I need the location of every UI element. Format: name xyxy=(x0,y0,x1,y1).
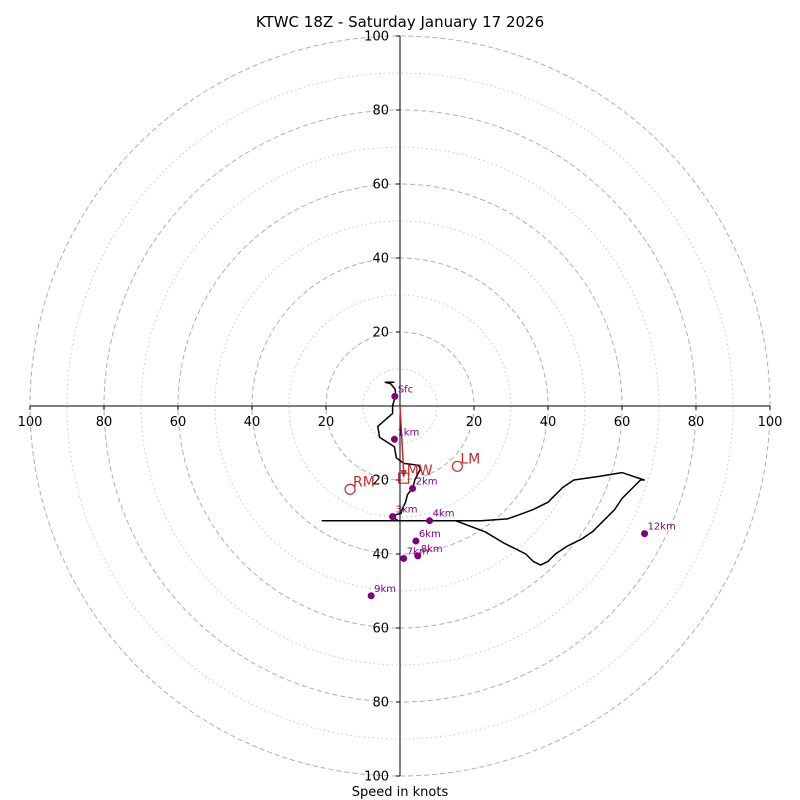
x-tick-label: 100 xyxy=(18,415,43,430)
x-axis-label: Speed in knots xyxy=(352,785,449,800)
height-label-6km: 6km xyxy=(419,529,441,540)
height-point-6km xyxy=(412,537,420,545)
chart-title: KTWC 18Z - Saturday January 17 2026 xyxy=(256,13,544,31)
height-label-1km: 1km xyxy=(397,427,419,438)
x-tick-label: 20 xyxy=(318,415,335,430)
x-tick-label: 100 xyxy=(758,415,783,430)
height-label-2km: 2km xyxy=(416,477,438,488)
height-point-4km xyxy=(426,517,434,525)
tick-labels: 100 80 60 40 20 20 40 60 80 100 100 80 60 40 20 20 40 60 8… xyxy=(18,30,783,785)
marker-label-mw: MW xyxy=(407,463,433,479)
x-tick-label: 60 xyxy=(614,415,631,430)
height-label-9km: 9km xyxy=(374,584,396,595)
y-tick-label: 80 xyxy=(372,696,389,711)
x-tick-label: 80 xyxy=(688,415,705,430)
height-label-4km: 4km xyxy=(433,509,455,520)
x-tick-label: 40 xyxy=(540,415,557,430)
y-tick-label: 60 xyxy=(372,622,389,637)
height-label-3km: 3km xyxy=(396,505,418,516)
y-tick-label: 40 xyxy=(372,252,389,267)
height-point-12km xyxy=(641,530,649,538)
hodograph-line xyxy=(321,381,645,566)
hodograph-trace xyxy=(321,381,645,566)
height-point-9km xyxy=(367,592,375,600)
height-point-8km xyxy=(414,552,422,560)
height-label-Sfc: Sfc xyxy=(398,384,413,395)
marker-label-rm: RM xyxy=(353,474,375,490)
y-tick-label: 20 xyxy=(372,474,389,489)
storm-markers: RM LM MW xyxy=(344,451,480,495)
height-label-8km: 8km xyxy=(421,544,443,555)
x-tick-label: 40 xyxy=(244,415,261,430)
height-point-1km xyxy=(390,435,398,443)
marker-label-lm: LM xyxy=(460,451,480,467)
marker-mw xyxy=(398,472,410,484)
y-tick-label: 80 xyxy=(372,104,389,119)
height-label-12km: 12km xyxy=(648,522,676,533)
marker-rm xyxy=(344,483,356,495)
height-label-7km: 7km xyxy=(407,546,429,557)
y-tick-label: 100 xyxy=(364,30,389,45)
height-point-Sfc xyxy=(391,392,399,400)
x-tick-label: 80 xyxy=(96,415,113,430)
x-tick-label: 20 xyxy=(466,415,483,430)
y-tick-label: 20 xyxy=(372,326,389,341)
height-point-3km xyxy=(389,513,397,521)
height-point-7km xyxy=(400,554,408,562)
y-tick-label: 100 xyxy=(364,770,389,785)
y-tick-label: 60 xyxy=(372,178,389,193)
x-tick-label: 60 xyxy=(170,415,187,430)
marker-lm xyxy=(451,460,463,472)
height-point-2km xyxy=(409,485,417,493)
storm-vector-arrowhead xyxy=(400,470,407,479)
storm-motion-vector xyxy=(399,405,407,479)
y-tick-label: 40 xyxy=(372,548,389,563)
storm-vector-line xyxy=(399,405,405,473)
